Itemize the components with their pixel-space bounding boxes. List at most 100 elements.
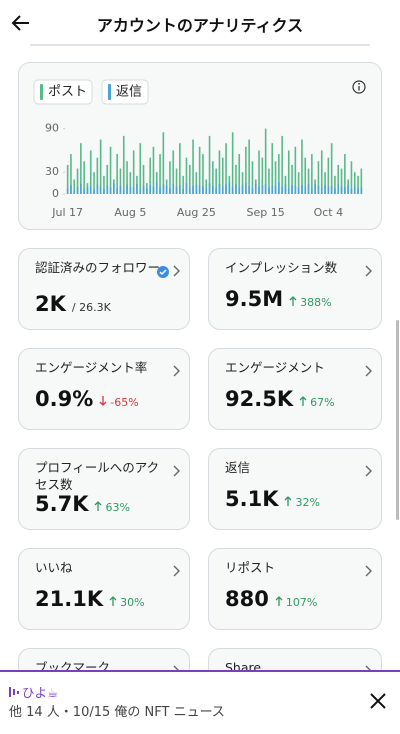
bar bbox=[89, 150, 92, 194]
chevron bbox=[173, 565, 180, 577]
bar bbox=[139, 143, 142, 194]
metric-number: 21.1K bbox=[35, 587, 104, 611]
chevron-path bbox=[365, 565, 372, 577]
close-button[interactable] bbox=[369, 692, 387, 710]
bar bbox=[324, 185, 326, 194]
bar bbox=[264, 128, 267, 194]
trend-arrow bbox=[275, 596, 283, 606]
metric-number: 2K bbox=[35, 292, 66, 316]
bar bbox=[89, 186, 92, 194]
bar bbox=[188, 164, 191, 194]
bar bbox=[231, 132, 234, 194]
bar bbox=[357, 188, 359, 194]
bar bbox=[251, 161, 254, 194]
bar bbox=[360, 168, 363, 194]
bar bbox=[274, 186, 277, 194]
bar bbox=[70, 185, 72, 194]
bar bbox=[294, 186, 297, 194]
bar bbox=[235, 184, 237, 194]
notification-bar[interactable]: ひよ☕ 他 14 人・10/15 俺の NFT ニュース bbox=[0, 670, 400, 734]
chevron-path bbox=[173, 265, 180, 277]
metric-number: 0.9% bbox=[35, 387, 94, 411]
bar bbox=[340, 168, 343, 194]
trend-arrow bbox=[289, 296, 297, 306]
chevron-path bbox=[173, 465, 180, 477]
scrollbar bbox=[396, 320, 399, 520]
bar bbox=[231, 186, 234, 194]
bar bbox=[149, 157, 151, 194]
x-tick-label: Oct 4 bbox=[314, 206, 344, 219]
bar bbox=[334, 175, 336, 194]
metric-card[interactable]: インプレッション数 9.5M 388% bbox=[208, 248, 382, 330]
bar bbox=[205, 188, 208, 194]
bar bbox=[258, 186, 260, 194]
metric-card[interactable]: 認証済みのフォロワー 2K / 26.3K bbox=[18, 248, 190, 330]
legend-box bbox=[101, 79, 149, 105]
bar bbox=[251, 188, 254, 194]
bar bbox=[241, 172, 244, 194]
bar bbox=[274, 161, 277, 194]
x-tick-label: Aug 5 bbox=[114, 206, 146, 219]
metric-card[interactable]: プロフィールへのアクセス数 5.7K 63% bbox=[18, 448, 190, 530]
bar bbox=[228, 182, 231, 194]
bar bbox=[291, 164, 293, 194]
x-tick-label: Sep 15 bbox=[247, 206, 285, 219]
bar bbox=[103, 175, 105, 194]
bar bbox=[317, 161, 320, 194]
info-icon[interactable] bbox=[352, 80, 366, 94]
divider bbox=[30, 44, 370, 46]
bar bbox=[238, 154, 241, 194]
arrow bbox=[285, 496, 292, 506]
y-tick-label: 30 bbox=[45, 165, 59, 178]
trend-arrow bbox=[109, 596, 117, 606]
bar bbox=[287, 150, 290, 194]
chevron-path bbox=[173, 565, 180, 577]
arrow bbox=[289, 296, 297, 306]
bar bbox=[116, 154, 118, 194]
bar bbox=[347, 185, 349, 194]
legend-label: ポスト bbox=[48, 85, 87, 100]
chevron-path bbox=[365, 365, 372, 377]
metric-card[interactable]: リポスト 880 107% bbox=[208, 548, 382, 630]
bar bbox=[337, 184, 340, 194]
bar bbox=[185, 183, 188, 194]
chevron bbox=[365, 365, 372, 377]
bar bbox=[271, 143, 274, 194]
bar bbox=[271, 185, 274, 194]
bar bbox=[195, 184, 198, 194]
bar bbox=[241, 185, 244, 194]
metric-card[interactable]: エンゲージメント 92.5K 67% bbox=[208, 348, 382, 430]
notification-text: 他 14 人・10/15 俺の NFT ニュース bbox=[9, 705, 225, 720]
bar bbox=[159, 154, 161, 194]
metric-value: 5.7K 63% bbox=[35, 492, 130, 516]
bar bbox=[113, 183, 115, 194]
chevron bbox=[365, 465, 372, 477]
bar bbox=[311, 154, 313, 194]
bar bbox=[136, 183, 138, 194]
metric-card[interactable]: エンゲージメント率 0.9% -65% bbox=[18, 348, 190, 430]
bar bbox=[116, 188, 118, 194]
bar bbox=[195, 172, 198, 194]
bar bbox=[132, 150, 135, 194]
bar bbox=[301, 139, 303, 194]
metric-label: プロフィールへのアクセス数 bbox=[35, 460, 160, 492]
bar bbox=[261, 157, 264, 194]
bar bbox=[212, 161, 214, 194]
bar bbox=[327, 157, 330, 194]
bar bbox=[248, 139, 250, 194]
bar bbox=[172, 183, 175, 194]
metric-card[interactable]: いいね 21.1K 30% bbox=[18, 548, 190, 630]
legend-swatch bbox=[108, 84, 111, 100]
legend-box bbox=[33, 79, 93, 105]
metric-label: 認証済みのフォロワー bbox=[35, 260, 161, 275]
bar bbox=[225, 184, 227, 194]
chevron bbox=[173, 365, 180, 377]
bar bbox=[208, 183, 211, 194]
back-button[interactable] bbox=[10, 12, 32, 34]
bar bbox=[297, 187, 300, 194]
bar bbox=[129, 186, 132, 194]
metric-card[interactable]: 返信 5.1K 32% bbox=[208, 448, 382, 530]
bar bbox=[188, 187, 191, 194]
bar bbox=[264, 183, 267, 194]
bar bbox=[159, 187, 161, 194]
